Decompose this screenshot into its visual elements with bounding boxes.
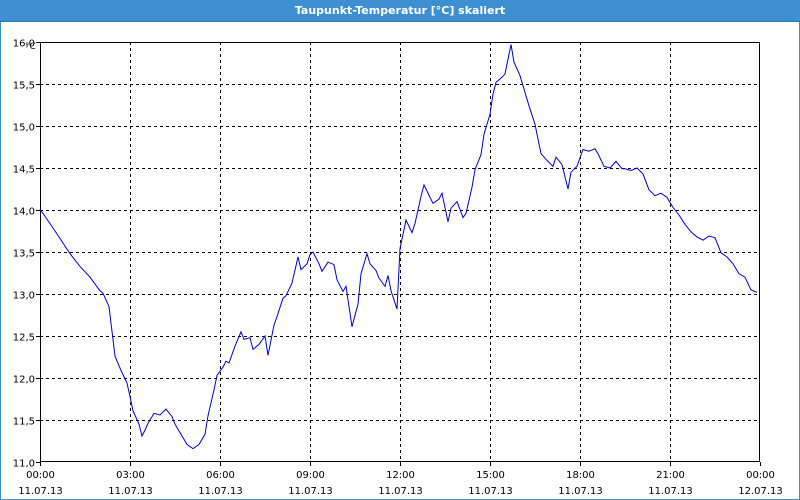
y-tick-label: 13,5 <box>13 249 35 260</box>
y-tick-label: 14,5 <box>13 165 35 176</box>
x-tick-time-label: 03:00 <box>116 470 145 481</box>
x-tick-time-label: 06:00 <box>206 470 235 481</box>
y-tick-label: 14,0 <box>13 207 35 218</box>
x-tick-date-label: 11.07.13 <box>648 486 693 497</box>
window-title: Taupunkt-Temperatur [°C] skaliert <box>294 4 506 17</box>
window-frame-left <box>0 22 1 500</box>
title-bar[interactable]: Taupunkt-Temperatur [°C] skaliert <box>0 0 800 22</box>
y-tick-label: 13,0 <box>13 291 35 302</box>
x-tick-time-label: 12:00 <box>386 470 415 481</box>
y-tick-label: 15,0 <box>13 123 35 134</box>
x-tick-time-label: 00:00 <box>746 470 775 481</box>
series-line-dewpoint <box>39 44 758 450</box>
x-tick-date-label: 11.07.13 <box>378 486 423 497</box>
y-axis-unit-label: °C <box>25 42 36 52</box>
x-tick-date-label: 11.07.13 <box>108 486 153 497</box>
y-tick-label: 16,0 <box>13 39 35 50</box>
x-tick-date-label: 12.07.13 <box>738 486 783 497</box>
x-tick-date-label: 11.07.13 <box>198 486 243 497</box>
x-tick-time-label: 09:00 <box>296 470 325 481</box>
plot-area-border <box>40 42 760 462</box>
x-tick-time-label: 18:00 <box>566 470 595 481</box>
x-tick-time-label: 15:00 <box>476 470 505 481</box>
y-axis-ticks: 11,0 11,5 12,0 12,5 13,0 13,5 14,0 14,5 15,0 15,5… <box>13 39 40 470</box>
x-axis-ticks: 00:00 11.07.13 03:00 11.07.13 06:00 11.07.13 0… <box>18 462 783 497</box>
y-tick-label: 12,0 <box>13 375 35 386</box>
y-tick-label: 15,5 <box>13 81 35 92</box>
x-tick-date-label: 11.07.13 <box>558 486 603 497</box>
y-tick-label: 11,5 <box>13 417 35 428</box>
x-tick-date-label: 11.07.13 <box>18 486 63 497</box>
chart-grid <box>40 42 760 462</box>
x-tick-time-label: 00:00 <box>26 470 55 481</box>
x-tick-date-label: 11.07.13 <box>288 486 333 497</box>
y-tick-label: 11,0 <box>13 459 35 470</box>
x-tick-time-label: 21:00 <box>656 470 685 481</box>
y-tick-label: 12,5 <box>13 333 35 344</box>
x-tick-date-label: 11.07.13 <box>468 486 513 497</box>
